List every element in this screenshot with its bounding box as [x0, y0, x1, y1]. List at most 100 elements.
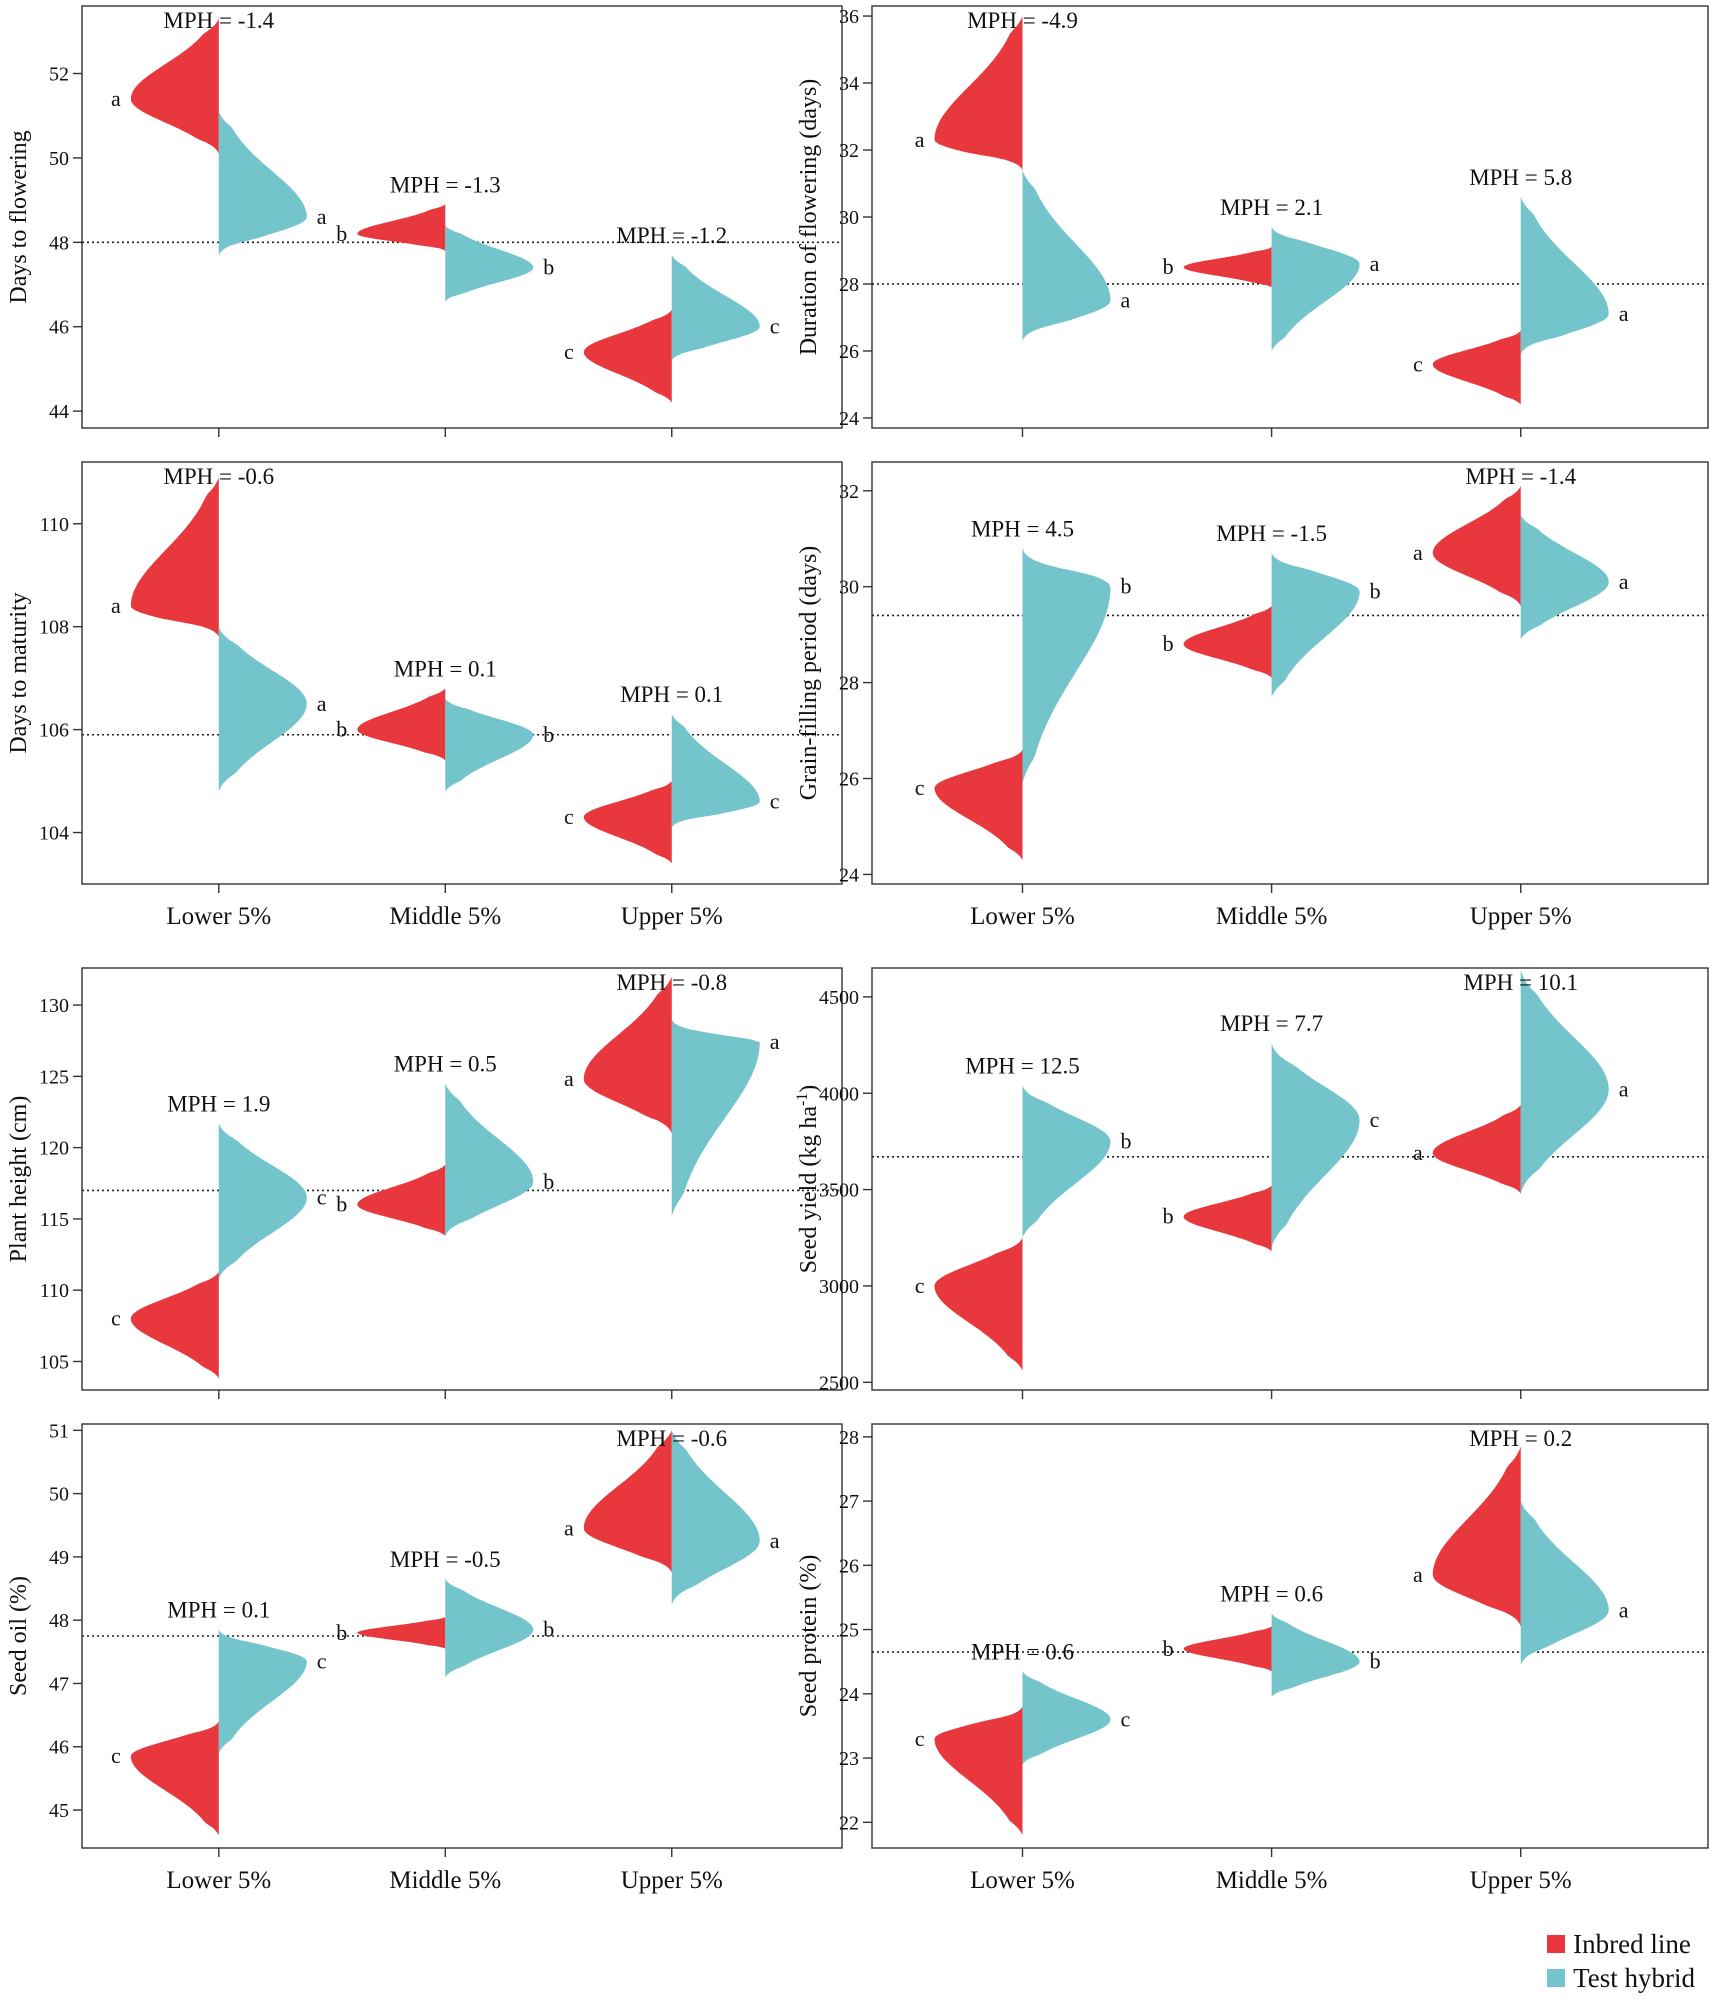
sig-letter-hybrid: b	[543, 722, 554, 747]
violin-inbred	[130, 477, 219, 637]
sig-letter-inbred: b	[1163, 1636, 1174, 1661]
violin-hybrid	[445, 698, 534, 792]
violin-inbred	[934, 749, 1023, 861]
sig-letter-inbred: a	[915, 127, 925, 152]
sig-letter-inbred: c	[111, 1743, 121, 1768]
mph-label: MPH = 2.1	[1220, 195, 1323, 220]
violin-inbred	[583, 1430, 672, 1573]
x-category-label: Middle 5%	[389, 903, 501, 930]
legend-item-inbred: Inbred line	[1547, 1927, 1695, 1961]
y-tick-label: 130	[39, 995, 69, 1017]
violin-inbred	[1183, 247, 1272, 288]
y-tick-label: 26	[839, 769, 859, 791]
violin-hybrid	[1271, 227, 1360, 351]
violin-inbred	[1183, 605, 1272, 678]
sig-letter-hybrid: c	[317, 1185, 327, 1210]
y-tick-label: 50	[49, 148, 69, 170]
y-tick-label: 2500	[819, 1372, 859, 1394]
sig-letter-hybrid: b	[1370, 578, 1381, 603]
y-tick-label: 105	[39, 1351, 69, 1373]
violin-hybrid	[445, 225, 534, 302]
x-category-label: Upper 5%	[621, 903, 723, 930]
sig-letter-inbred: c	[1413, 351, 1423, 376]
x-category-label: Lower 5%	[166, 1867, 271, 1894]
sig-letter-inbred: b	[336, 1620, 347, 1645]
mph-label: MPH = -1.4	[163, 8, 274, 33]
y-tick-label: 106	[39, 720, 69, 742]
y-tick-label: 23	[839, 1748, 859, 1770]
violin-inbred	[1432, 1104, 1521, 1194]
mph-label: MPH = 5.8	[1469, 165, 1572, 190]
legend-label-hybrid: Test hybrid	[1573, 1963, 1695, 1993]
y-tick-label: 24	[839, 1684, 859, 1706]
sig-letter-inbred: c	[564, 804, 574, 829]
sig-letter-inbred: b	[1163, 631, 1174, 656]
y-tick-label: 104	[39, 823, 69, 845]
violin-hybrid	[1271, 1613, 1360, 1698]
y-tick-label: 52	[49, 64, 69, 86]
legend-swatch-inbred	[1547, 1935, 1566, 1953]
violin-hybrid	[671, 714, 760, 828]
mph-label: MPH = -1.4	[1465, 464, 1576, 489]
mph-label: MPH = -1.5	[1216, 521, 1327, 546]
legend: Inbred line Test hybrid	[1547, 1927, 1695, 1995]
violin-inbred	[934, 16, 1023, 171]
mph-label: MPH = -0.6	[163, 464, 274, 489]
mph-label: MPH = -0.8	[616, 970, 727, 995]
mph-label: MPH = -4.9	[967, 8, 1078, 33]
violin-hybrid	[1271, 553, 1360, 697]
violin-hybrid	[218, 626, 307, 792]
sig-letter-hybrid: a	[770, 1528, 780, 1553]
y-tick-label: 3000	[819, 1276, 859, 1298]
x-category-label: Middle 5%	[1216, 1867, 1328, 1894]
y-axis-label: Duration of flowering (days)	[796, 79, 822, 356]
sig-letter-inbred: a	[564, 1515, 574, 1540]
sig-letter-hybrid: b	[1120, 574, 1131, 599]
legend-swatch-hybrid	[1547, 1969, 1566, 1987]
y-tick-label: 46	[49, 317, 69, 339]
sig-letter-hybrid: b	[543, 1169, 554, 1194]
sig-letter-hybrid: a	[1370, 251, 1380, 276]
panel-frame	[871, 461, 1709, 885]
y-tick-label: 115	[40, 1209, 69, 1231]
mph-label: MPH = 0.6	[1220, 1582, 1323, 1607]
y-tick-label: 22	[839, 1812, 859, 1834]
y-axis-label: Seed yield (kg ha-1)	[794, 1085, 822, 1274]
mph-label: MPH = 10.1	[1463, 970, 1578, 995]
sig-letter-inbred: c	[915, 1273, 925, 1298]
mph-label: MPH = 0.1	[167, 1598, 270, 1623]
y-tick-label: 26	[839, 341, 859, 363]
violin-hybrid	[1271, 1043, 1360, 1248]
mph-label: MPH = 12.5	[965, 1054, 1080, 1079]
x-category-label: Upper 5%	[1470, 903, 1572, 930]
y-tick-label: 28	[839, 1427, 859, 1449]
violin-hybrid	[218, 1123, 307, 1279]
y-tick-label: 4500	[819, 987, 859, 1009]
sig-letter-hybrid: b	[543, 255, 554, 280]
violin-hybrid	[671, 1430, 760, 1605]
mph-label: MPH = -0.5	[390, 1547, 501, 1572]
y-tick-label: 24	[839, 408, 859, 430]
violin-inbred	[357, 1164, 446, 1237]
panel-frame	[871, 1423, 1709, 1849]
violin-inbred	[934, 1706, 1023, 1836]
violin-hybrid	[1520, 1501, 1609, 1665]
sig-letter-inbred: c	[111, 1306, 121, 1331]
violin-hybrid	[1022, 1085, 1111, 1238]
mph-label: MPH = -1.2	[616, 223, 727, 248]
y-tick-label: 44	[49, 401, 69, 423]
violin-inbred	[357, 1617, 446, 1649]
sig-letter-hybrid: a	[1619, 1076, 1629, 1101]
x-category-label: Upper 5%	[621, 1867, 723, 1894]
y-tick-label: 50	[49, 1484, 69, 1506]
y-tick-label: 34	[839, 73, 859, 95]
violin-hybrid	[1520, 514, 1609, 640]
sig-letter-inbred: a	[1413, 540, 1423, 565]
sig-letter-inbred: b	[1163, 1204, 1174, 1229]
y-axis-label: Grain-filling period (days)	[796, 546, 822, 801]
y-tick-label: 49	[49, 1547, 69, 1569]
x-category-label: Lower 5%	[970, 903, 1075, 930]
y-tick-label: 3500	[819, 1180, 859, 1202]
violin-inbred	[583, 976, 672, 1134]
panel-frame	[81, 5, 843, 429]
